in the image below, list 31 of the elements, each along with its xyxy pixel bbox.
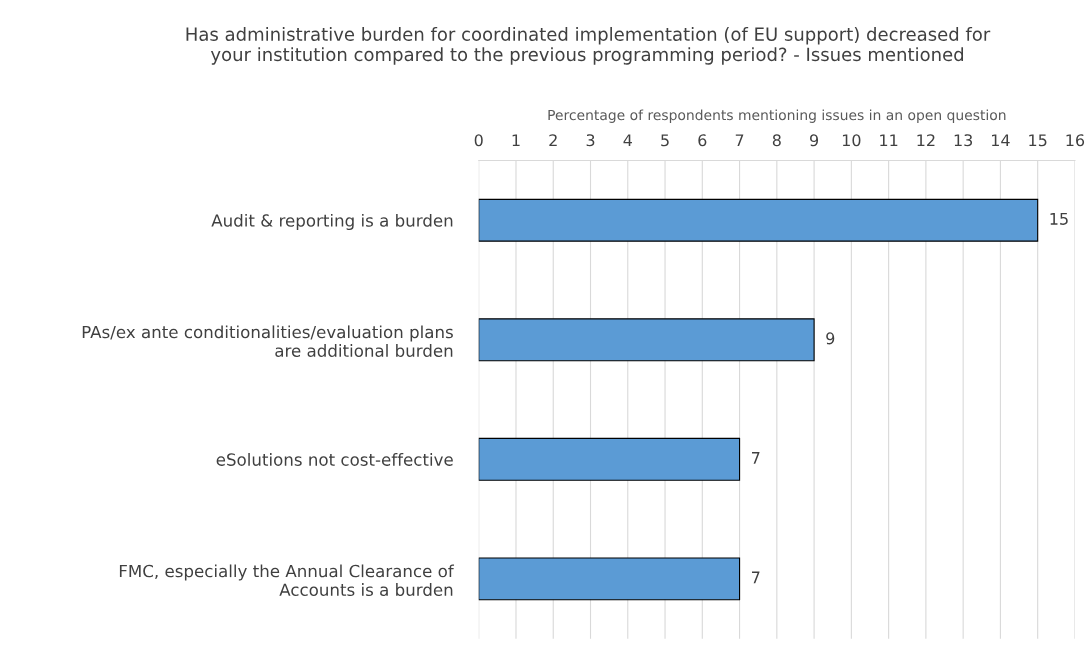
chart-title: Has administrative burden for coordinated implementation (of EU support) decreased for your institution compared to the previous programming period? - Issues mentioned	[186, 27, 991, 65]
y-tick-label: eSolutions not cost-effective	[216, 452, 453, 466]
x-tick-label: 3	[586, 134, 595, 147]
y-tick-label: Audit & reporting is a burden	[211, 213, 453, 231]
data-label: 15	[1050, 213, 1068, 225]
x-tick-label: 0	[474, 134, 483, 147]
x-tick-label: 15	[1029, 134, 1047, 147]
x-tick-label: 14	[992, 134, 1010, 147]
bar	[478, 318, 815, 362]
x-tick-label: 9	[810, 134, 819, 147]
y-tick-label: FMC, especially the Annual Clearance of Accounts is a burden	[119, 564, 455, 597]
x-tick-label: 12	[917, 134, 935, 147]
y-tick-label: PAs/ex ante conditionalities/evaluation plans are additional burden	[82, 325, 453, 357]
data-label: 9	[826, 332, 835, 345]
bar	[478, 437, 741, 481]
x-tick-label: 7	[735, 134, 744, 147]
x-axis-title: Percentage of respondents mentioning issues in an open question	[548, 109, 1006, 123]
x-tick-label: 13	[954, 134, 973, 147]
x-tick-label: 4	[623, 134, 632, 147]
x-tick-label: 10	[842, 134, 861, 147]
x-tick-label: 8	[772, 134, 781, 147]
x-tick-label: 1	[512, 134, 520, 147]
bar	[478, 198, 1039, 242]
data-label: 7	[751, 571, 760, 584]
x-tick-label: 16	[1066, 134, 1085, 147]
data-label: 7	[751, 452, 760, 464]
bar	[478, 557, 741, 601]
x-tick-label: 6	[698, 134, 707, 147]
x-tick-label: 5	[661, 134, 669, 147]
x-tick-label: 2	[549, 134, 557, 147]
x-tick-label: 11	[880, 134, 898, 147]
